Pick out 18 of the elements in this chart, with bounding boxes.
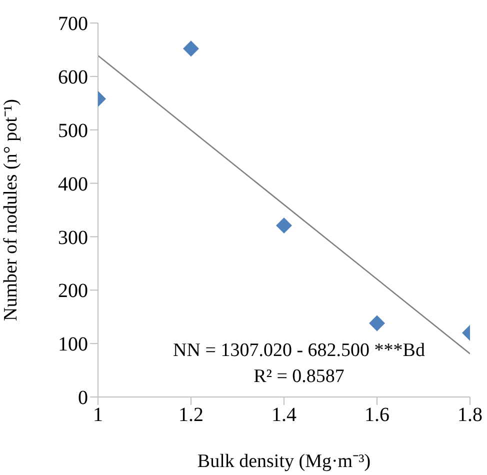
y-tick-label: 200 xyxy=(58,280,88,302)
y-tick-label: 500 xyxy=(58,120,88,142)
x-axis-title: Bulk density (Mg·m⁻³) xyxy=(197,451,371,472)
y-tick-label: 400 xyxy=(58,173,88,196)
annotation: NN = 1307.020 - 682.500 ***Bd xyxy=(172,339,426,363)
x-tick-label: 1.6 xyxy=(364,404,390,426)
x-tick-label: 1.4 xyxy=(272,404,296,426)
y-tick-label: 100 xyxy=(58,334,88,356)
annotation: R² = 0.8587 xyxy=(252,365,346,389)
y-tick-label: 0 xyxy=(78,387,88,410)
y-axis-title: Number of nodules (n° pot⁻¹) xyxy=(0,99,22,321)
x-tick-label: 1 xyxy=(93,404,103,426)
y-tick-label: 700 xyxy=(58,13,88,36)
point xyxy=(276,217,292,234)
y-tick-label: 300 xyxy=(58,226,88,249)
x-tick-label: 1.2 xyxy=(178,404,204,426)
x-tick-label: 1.8 xyxy=(458,404,482,426)
y-tick-label: 600 xyxy=(58,66,88,89)
